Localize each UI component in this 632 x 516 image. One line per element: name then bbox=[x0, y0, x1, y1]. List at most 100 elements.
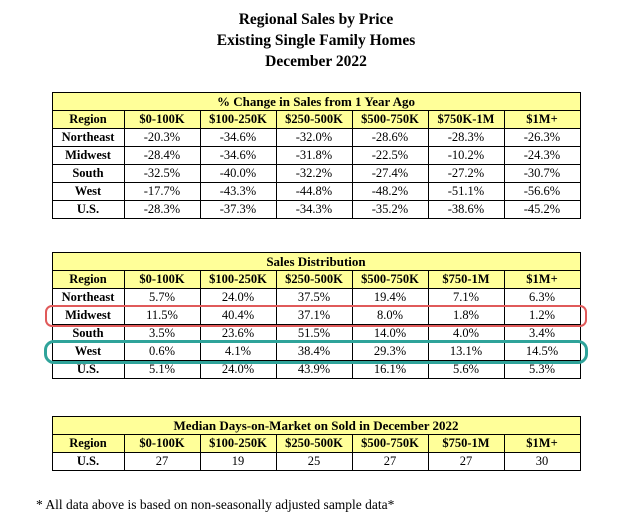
value-cell: -28.3% bbox=[123, 200, 201, 219]
column-header: $1M+ bbox=[503, 270, 581, 289]
days-on-market-table: Median Days-on-Market on Sold in Decembe… bbox=[51, 416, 581, 471]
title-line-1: Regional Sales by Price bbox=[238, 11, 394, 28]
value-cell: -34.3% bbox=[275, 200, 353, 219]
sales-distribution-table-wrap: Sales Distribution Region $0-100K $100-250K… bbox=[0, 252, 632, 379]
value-cell: -26.3% bbox=[503, 128, 581, 147]
column-header: $750K-1M bbox=[427, 110, 505, 129]
value-cell: -28.3% bbox=[427, 128, 505, 147]
value-cell: -56.6% bbox=[503, 182, 581, 201]
pct-change-table: % Change in Sales from 1 Year Ago Region $… bbox=[51, 92, 581, 219]
column-header: $500-750K bbox=[351, 270, 429, 289]
region-label: West bbox=[51, 342, 125, 361]
region-label: South bbox=[51, 324, 125, 343]
table-row: Northeast -20.3% -34.6% -32.0% -28.6% -28.3% -… bbox=[51, 128, 581, 147]
value-cell: -32.0% bbox=[275, 128, 353, 147]
value-cell: 37.1% bbox=[275, 306, 353, 325]
value-cell: -28.4% bbox=[123, 146, 201, 165]
region-label: Northeast bbox=[51, 288, 125, 307]
value-cell: 4.1% bbox=[199, 342, 277, 361]
column-header: Region bbox=[51, 110, 125, 129]
value-cell: 27 bbox=[427, 452, 505, 471]
value-cell: 30 bbox=[503, 452, 581, 471]
value-cell: 40.4% bbox=[199, 306, 277, 325]
region-label: West bbox=[51, 182, 125, 201]
value-cell: 37.5% bbox=[275, 288, 353, 307]
value-cell: -45.2% bbox=[503, 200, 581, 219]
column-header: $250-500K bbox=[275, 434, 353, 453]
value-cell: 1.2% bbox=[503, 306, 581, 325]
value-cell: 16.1% bbox=[351, 360, 429, 379]
value-cell: 43.9% bbox=[275, 360, 353, 379]
table-row: U.S. 5.1% 24.0% 43.9% 16.1% 5.6% 5.3% bbox=[51, 360, 581, 379]
column-header: $500-750K bbox=[351, 434, 429, 453]
value-cell: -27.2% bbox=[427, 164, 505, 183]
column-header: $0-100K bbox=[123, 270, 201, 289]
table-row: Midwest -28.4% -34.6% -31.8% -22.5% -10.2% -24… bbox=[51, 146, 581, 165]
value-cell: 51.5% bbox=[275, 324, 353, 343]
region-label: Midwest bbox=[51, 146, 125, 165]
pct-change-table-wrap: % Change in Sales from 1 Year Ago Region $… bbox=[0, 92, 632, 219]
title-line-3: December 2022 bbox=[265, 53, 367, 70]
table-row: South 3.5% 23.6% 51.5% 14.0% 4.0% 3.4% bbox=[51, 324, 581, 343]
header-row: Region $0-100K $100-250K $250-500K $500-750K… bbox=[51, 434, 581, 453]
column-header: $750-1M bbox=[427, 434, 505, 453]
footnote: * All data above is based on non-seasona… bbox=[36, 497, 395, 512]
value-cell: 4.0% bbox=[427, 324, 505, 343]
value-cell: 27 bbox=[123, 452, 201, 471]
value-cell: -28.6% bbox=[351, 128, 429, 147]
value-cell: 5.7% bbox=[123, 288, 201, 307]
value-cell: 19.4% bbox=[351, 288, 429, 307]
value-cell: 27 bbox=[351, 452, 429, 471]
value-cell: 24.0% bbox=[199, 360, 277, 379]
value-cell: -24.3% bbox=[503, 146, 581, 165]
column-header: $100-250K bbox=[199, 270, 277, 289]
header-row: Region $0-100K $100-250K $250-500K $500-750K… bbox=[51, 110, 581, 129]
column-header: $0-100K bbox=[123, 110, 201, 129]
value-cell: -34.6% bbox=[199, 146, 277, 165]
column-header: $750-1M bbox=[427, 270, 505, 289]
table-title: % Change in Sales from 1 Year Ago bbox=[51, 92, 581, 111]
region-label: Northeast bbox=[51, 128, 125, 147]
value-cell: -43.3% bbox=[199, 182, 277, 201]
value-cell: -22.5% bbox=[351, 146, 429, 165]
value-cell: 0.6% bbox=[123, 342, 201, 361]
value-cell: 3.4% bbox=[503, 324, 581, 343]
region-label: U.S. bbox=[51, 360, 125, 379]
value-cell: -17.7% bbox=[123, 182, 201, 201]
value-cell: -32.5% bbox=[123, 164, 201, 183]
value-cell: -20.3% bbox=[123, 128, 201, 147]
column-header: $0-100K bbox=[123, 434, 201, 453]
value-cell: -30.7% bbox=[503, 164, 581, 183]
value-cell: -27.4% bbox=[351, 164, 429, 183]
column-header: $1M+ bbox=[503, 110, 581, 129]
value-cell: 5.3% bbox=[503, 360, 581, 379]
column-header: $500-750K bbox=[351, 110, 429, 129]
table-row: West 0.6% 4.1% 38.4% 29.3% 13.1% 14.5% bbox=[51, 342, 581, 361]
column-header: $250-500K bbox=[275, 270, 353, 289]
table-row: U.S. 27 19 25 27 27 30 bbox=[51, 452, 581, 471]
table-row: U.S. -28.3% -37.3% -34.3% -35.2% -38.6% -45.2% bbox=[51, 200, 581, 219]
value-cell: -31.8% bbox=[275, 146, 353, 165]
value-cell: 11.5% bbox=[123, 306, 201, 325]
column-header: $250-500K bbox=[275, 110, 353, 129]
value-cell: -48.2% bbox=[351, 182, 429, 201]
column-header: $100-250K bbox=[199, 434, 277, 453]
value-cell: -32.2% bbox=[275, 164, 353, 183]
value-cell: 23.6% bbox=[199, 324, 277, 343]
value-cell: 14.0% bbox=[351, 324, 429, 343]
value-cell: 1.8% bbox=[427, 306, 505, 325]
value-cell: -35.2% bbox=[351, 200, 429, 219]
value-cell: 6.3% bbox=[503, 288, 581, 307]
value-cell: 3.5% bbox=[123, 324, 201, 343]
title-line-2: Existing Single Family Homes bbox=[216, 32, 416, 49]
header-row: Region $0-100K $100-250K $250-500K $500-750K… bbox=[51, 270, 581, 289]
region-label: U.S. bbox=[51, 452, 125, 471]
table-title: Median Days-on-Market on Sold in Decembe… bbox=[51, 416, 581, 435]
region-label: South bbox=[51, 164, 125, 183]
page-title: Regional Sales by Price Existing Single … bbox=[0, 0, 632, 72]
sales-distribution-table: Sales Distribution Region $0-100K $100-250K… bbox=[51, 252, 581, 379]
value-cell: -34.6% bbox=[199, 128, 277, 147]
value-cell: -44.8% bbox=[275, 182, 353, 201]
value-cell: -51.1% bbox=[427, 182, 505, 201]
value-cell: -40.0% bbox=[199, 164, 277, 183]
